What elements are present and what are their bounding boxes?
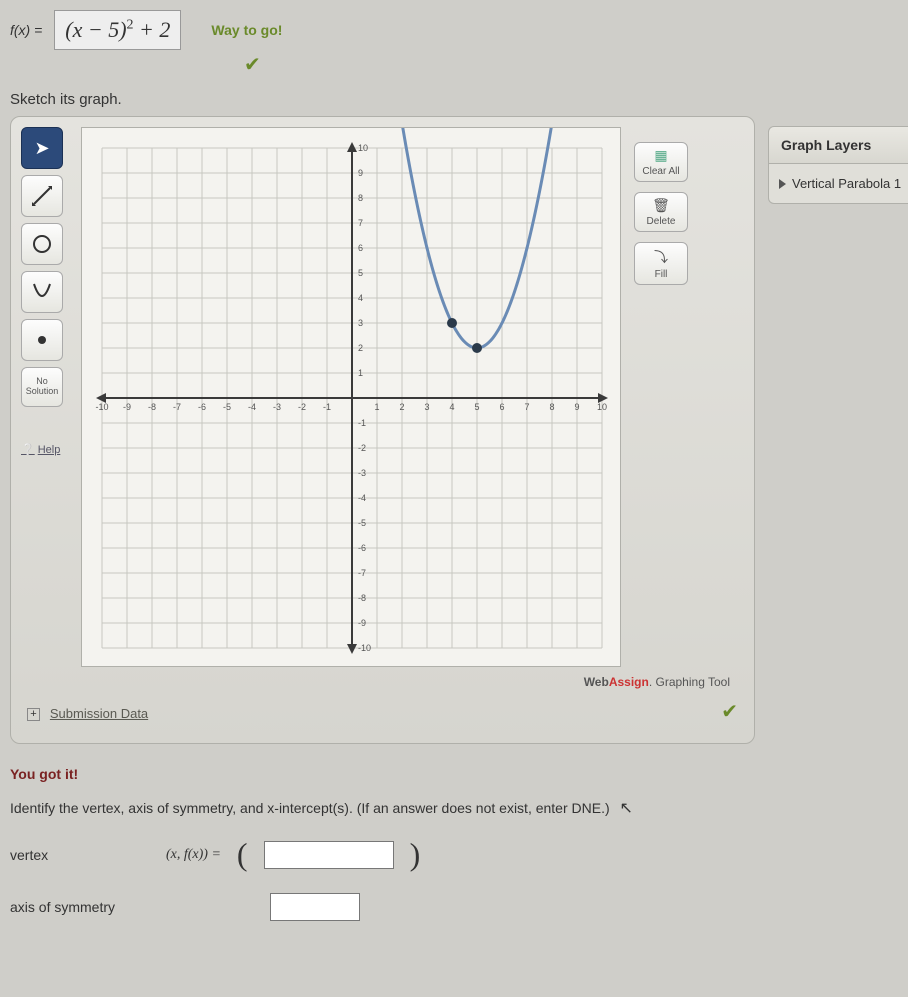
svg-text:6: 6: [499, 402, 504, 412]
graph-layers-header: Graph Layers: [768, 126, 908, 164]
svg-text:-2: -2: [358, 443, 366, 453]
svg-text:-7: -7: [358, 568, 366, 578]
svg-text:-2: -2: [298, 402, 306, 412]
svg-text:-1: -1: [358, 418, 366, 428]
delete-button[interactable]: 🗑 Delete: [634, 192, 688, 232]
instruction-text: Identify the vertex, axis of symmetry, a…: [10, 798, 898, 818]
axis-input[interactable]: [270, 893, 360, 921]
graph-svg: -10 -9 -8 -7 -6 -5 -4 -3 -2 -1 1 2 3 4 5 6 7 8 9 10 -10 -9 -8 -…: [82, 128, 622, 668]
expand-icon[interactable]: +: [27, 708, 40, 721]
graph-canvas[interactable]: -10 -9 -8 -7 -6 -5 -4 -3 -2 -1 1 2 3 4 5 6 7 8 9 10 -10 -9 -8 -…: [81, 127, 621, 667]
equation-answer-box: (x − 5)2 + 2: [54, 10, 181, 50]
svg-text:7: 7: [524, 402, 529, 412]
svg-text:-5: -5: [223, 402, 231, 412]
equation-row: f(x) = (x − 5)2 + 2 Way to go!: [10, 10, 898, 50]
svg-text:9: 9: [574, 402, 579, 412]
parabola-tool[interactable]: [21, 271, 63, 313]
chevron-right-icon: [779, 179, 786, 189]
svg-text:9: 9: [358, 168, 363, 178]
svg-text:1: 1: [374, 402, 379, 412]
svg-text:3: 3: [358, 318, 363, 328]
svg-text:-8: -8: [148, 402, 156, 412]
circle-tool[interactable]: [21, 223, 63, 265]
svg-text:-1: -1: [323, 402, 331, 412]
submission-data-link[interactable]: Submission Data: [50, 706, 148, 721]
trash-icon: 🗑: [652, 197, 670, 214]
svg-text:-3: -3: [273, 402, 281, 412]
no-solution-tool[interactable]: NoSolution: [21, 367, 63, 407]
vertex-expr: (x, f(x)) =: [166, 847, 221, 863]
checkmark-icon: ✔: [721, 699, 738, 724]
svg-text:7: 7: [358, 218, 363, 228]
svg-text:-6: -6: [198, 402, 206, 412]
svg-text:6: 6: [358, 243, 363, 253]
svg-text:-4: -4: [248, 402, 256, 412]
svg-text:-3: -3: [358, 468, 366, 478]
svg-text:-10: -10: [95, 402, 108, 412]
sketch-label: Sketch its graph.: [10, 91, 898, 108]
feedback-way-to-go: Way to go!: [211, 22, 282, 38]
fill-button[interactable]: ⤵ Fill: [634, 242, 688, 285]
axis-row: axis of symmetry: [10, 893, 898, 921]
graphing-tool-panel: ➤ NoSolution ❔Help -10-9-8-7-6-5-4-3-2-1…: [10, 116, 755, 744]
svg-text:10: 10: [358, 143, 368, 153]
svg-text:2: 2: [358, 343, 363, 353]
graph-layers-panel: Graph Layers Vertical Parabola 1: [768, 126, 908, 204]
equation-lhs: f(x) =: [10, 22, 42, 38]
svg-text:-10: -10: [358, 643, 371, 653]
svg-text:4: 4: [358, 293, 363, 303]
svg-text:5: 5: [474, 402, 479, 412]
line-tool[interactable]: [21, 175, 63, 217]
canvas-actions: ▦ Clear All 🗑 Delete ⤵ Fill: [631, 127, 691, 667]
svg-text:-4: -4: [358, 493, 366, 503]
svg-text:-7: -7: [173, 402, 181, 412]
vertex-input[interactable]: [264, 841, 394, 869]
pointer-tool[interactable]: ➤: [21, 127, 63, 169]
svg-text:5: 5: [358, 268, 363, 278]
svg-text:-6: -6: [358, 543, 366, 553]
svg-text:-9: -9: [358, 618, 366, 628]
svg-text:-9: -9: [123, 402, 131, 412]
svg-text:-8: -8: [358, 593, 366, 603]
svg-text:-5: -5: [358, 518, 366, 528]
svg-text:8: 8: [358, 193, 363, 203]
axis-label: axis of symmetry: [10, 899, 150, 915]
clear-all-button[interactable]: ▦ Clear All: [634, 142, 688, 182]
help-link[interactable]: ❔Help: [21, 443, 71, 456]
vertex-label: vertex: [10, 847, 150, 863]
svg-text:3: 3: [424, 402, 429, 412]
vertex-row: vertex (x, f(x)) = ( ): [10, 836, 898, 873]
checkmark-icon: ✔: [244, 54, 261, 76]
brand-footer: WebAssign. Graphing Tool: [21, 667, 744, 693]
point-tool[interactable]: [21, 319, 63, 361]
tool-palette: ➤ NoSolution ❔Help: [21, 127, 71, 667]
fill-icon: ⤵: [654, 247, 668, 267]
svg-text:1: 1: [358, 368, 363, 378]
svg-text:10: 10: [597, 402, 607, 412]
submission-row: + Submission Data ✔: [21, 693, 744, 733]
svg-text:2: 2: [399, 402, 404, 412]
svg-text:4: 4: [449, 402, 454, 412]
feedback-you-got-it: You got it!: [10, 766, 898, 782]
svg-text:8: 8: [549, 402, 554, 412]
layer-item-parabola[interactable]: Vertical Parabola 1: [779, 176, 907, 191]
